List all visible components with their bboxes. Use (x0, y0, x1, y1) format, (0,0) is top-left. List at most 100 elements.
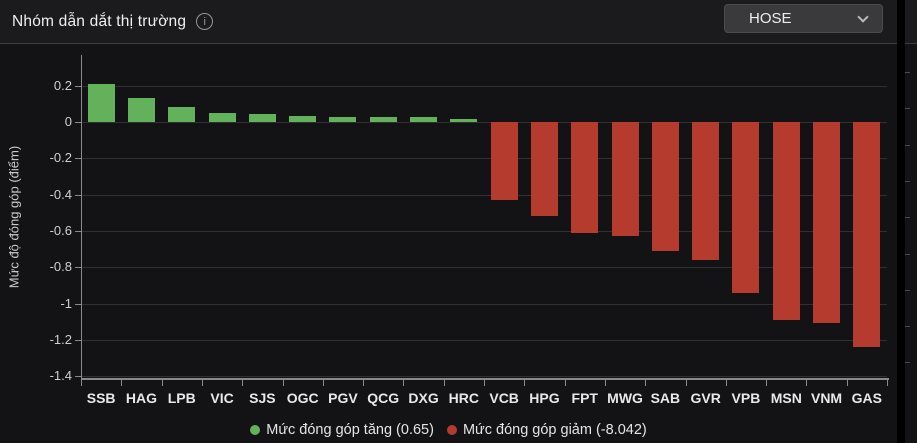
bar-VIC[interactable] (208, 112, 236, 122)
adjacent-axis-tick (905, 108, 910, 110)
x-axis-tick (645, 380, 647, 386)
bar-VPB[interactable] (732, 122, 760, 293)
adjacent-axis-tick (905, 289, 910, 291)
y-axis-tick (75, 230, 81, 232)
legend: Mức đóng góp tăng (0.65) Mức đóng góp giả… (0, 420, 897, 440)
y-tick-label: -1.2 (49, 331, 72, 347)
gridline (81, 122, 887, 123)
y-axis-tick (75, 339, 81, 341)
x-axis-tick (484, 380, 485, 386)
market-leaders-panel: Nhóm dẫn dắt thị trường i HOSE Mức độ đó… (0, 0, 897, 443)
bar-MSN[interactable] (772, 122, 800, 320)
x-label-HRC: HRC (448, 390, 480, 406)
bar-HRC[interactable] (450, 118, 478, 122)
x-axis-tick (201, 380, 203, 386)
legend-item-up[interactable]: Mức đóng góp tăng (0.65) (250, 422, 434, 438)
bar-SJS[interactable] (248, 113, 276, 122)
bar-MWG[interactable] (611, 122, 639, 237)
info-icon[interactable]: i (196, 13, 214, 30)
bar-VNM[interactable] (813, 122, 841, 324)
legend-label: Mức đóng góp tăng (0.65) (266, 422, 434, 438)
x-label-MWG: MWG (607, 390, 643, 406)
gridline (81, 158, 887, 160)
bar-DXG[interactable] (410, 117, 438, 122)
y-axis-tick (75, 267, 81, 269)
chevron-down-icon (857, 10, 869, 23)
x-axis-tick (887, 380, 888, 386)
bar-HAG[interactable] (127, 98, 155, 122)
gridline (81, 339, 887, 341)
legend-label: Mức đóng góp giảm (-8.042) (462, 422, 647, 438)
x-label-PGV: PGV (328, 390, 358, 406)
x-axis-tick (766, 380, 768, 386)
gridline (81, 230, 887, 232)
adjacent-panel-header (905, 0, 917, 44)
y-tick-label: -0.4 (49, 186, 72, 202)
gridline (81, 303, 887, 305)
y-axis-tick (75, 158, 81, 160)
x-label-SAB: SAB (650, 390, 681, 406)
panel-header: Nhóm dẫn dắt thị trường i HOSE (0, 0, 897, 44)
bar-LPB[interactable] (168, 107, 196, 122)
adjacent-axis-tick (905, 144, 910, 146)
y-axis-tick (75, 376, 81, 378)
adjacent-axis-tick (905, 217, 910, 219)
x-label-HPG: HPG (529, 390, 560, 406)
x-label-VCB: VCB (489, 390, 519, 406)
x-axis-tick (524, 380, 526, 386)
bar-SSB[interactable] (87, 83, 115, 122)
adjacent-axis-tick (905, 180, 910, 182)
adjacent-panel-sliver (905, 0, 917, 443)
legend-item-down[interactable]: Mức đóng góp giảm (-8.042) (446, 422, 647, 438)
bar-SAB[interactable] (651, 122, 679, 251)
adjacent-axis-tick (905, 72, 910, 73)
x-axis-tick (161, 380, 163, 386)
x-axis-tick (604, 380, 606, 386)
x-axis-tick (363, 380, 365, 386)
gridline (81, 267, 887, 269)
x-axis-tick (403, 380, 405, 386)
x-axis-tick (121, 380, 123, 386)
adjacent-axis-tick (905, 362, 910, 364)
x-label-DXG: DXG (408, 390, 439, 406)
x-label-FPT: FPT (571, 390, 598, 406)
x-label-SJS: SJS (249, 390, 276, 406)
adjacent-axis-tick (905, 253, 910, 255)
x-label-LPB: LPB (167, 390, 196, 406)
gridline (81, 376, 887, 378)
x-axis-line (81, 378, 889, 380)
exchange-dropdown[interactable]: HOSE (724, 4, 883, 33)
gridline (81, 194, 887, 196)
x-axis-tick (685, 380, 687, 386)
bar-QCG[interactable] (369, 116, 397, 122)
bar-FPT[interactable] (571, 122, 599, 233)
x-axis-tick (443, 380, 445, 386)
x-axis-tick (725, 380, 727, 386)
x-label-GVR: GVR (690, 390, 721, 406)
y-tick-label: -1 (60, 295, 72, 311)
x-label-VIC: VIC (210, 390, 234, 406)
y-tick-label: 0.2 (53, 77, 72, 93)
bar-VCB[interactable] (490, 122, 518, 201)
panel-title: Nhóm dẫn dắt thị trường (12, 12, 187, 30)
y-tick-label: -0.2 (49, 150, 72, 166)
x-axis-tick (81, 380, 82, 386)
y-tick-label: -0.8 (49, 259, 72, 275)
x-label-OGC: OGC (286, 390, 319, 406)
bar-PGV[interactable] (329, 116, 357, 122)
adjacent-axis-tick (905, 326, 910, 328)
x-label-VNM: VNM (810, 390, 843, 406)
bar-HPG[interactable] (530, 122, 558, 217)
legend-dot-icon (250, 425, 261, 435)
x-axis-tick (564, 380, 566, 386)
bar-GAS[interactable] (853, 122, 881, 348)
y-axis-tick (75, 303, 81, 305)
exchange-dropdown-value: HOSE (749, 10, 792, 27)
x-axis-tick (282, 380, 284, 386)
x-label-GAS: GAS (851, 390, 883, 406)
x-label-SSB: SSB (86, 390, 116, 406)
bar-OGC[interactable] (289, 115, 317, 122)
y-axis-tick (75, 85, 81, 87)
y-axis-tick (75, 122, 81, 123)
bar-GVR[interactable] (692, 122, 720, 260)
